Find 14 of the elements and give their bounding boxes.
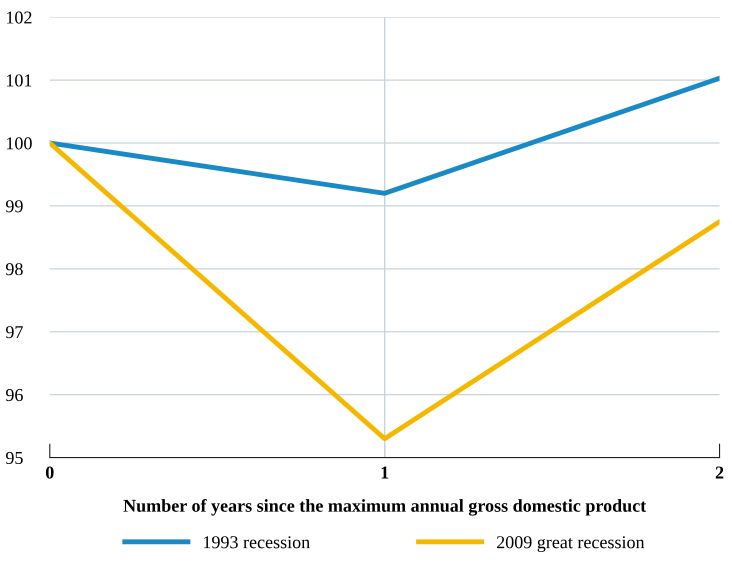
y-tick-label: 101 — [6, 74, 32, 87]
x-axis-title: Number of years since the maximum annual gross domestic product — [123, 498, 646, 516]
y-tick-label: 97 — [6, 326, 23, 338]
y-tick-label: 95 — [6, 452, 23, 464]
y-tick-label: 99 — [6, 200, 23, 212]
legend-label: 1993 recession — [204, 536, 310, 548]
y-tick-label: 98 — [6, 263, 23, 276]
x-tick-label: 2 — [716, 466, 724, 478]
y-tick-label: 96 — [6, 388, 23, 402]
legend-label: 2009 great recession — [496, 536, 644, 552]
x-tick-label: 1 — [382, 466, 388, 478]
y-tick-label: 100 — [6, 137, 32, 150]
y-tick-label: 102 — [6, 11, 32, 24]
x-tick-label: 0 — [46, 466, 54, 479]
